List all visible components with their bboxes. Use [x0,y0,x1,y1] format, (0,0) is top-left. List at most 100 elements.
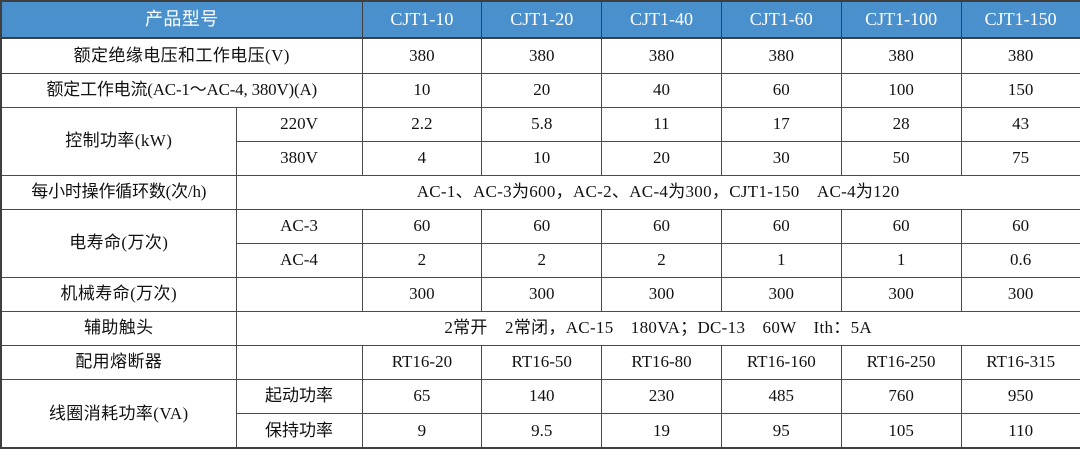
cell-value: 950 [960,378,1080,414]
row-label-mechanical-life: 机械寿命(万次) [0,276,237,312]
cell-value: 19 [601,412,722,449]
row-sublabel-220v: 220V [235,106,363,142]
cell-value: 300 [601,276,722,312]
table-row: 配用熔断器 RT16-20 RT16-50 RT16-80 RT16-160 R… [0,344,1080,380]
cell-value: 40 [601,72,722,108]
row-label-rated-insulation-voltage: 额定绝缘电压和工作电压(V) [0,37,363,74]
cell-value: 105 [840,412,962,449]
cell-value: 60 [361,208,483,244]
cell-value: 30 [720,140,842,176]
cell-value: 2.2 [361,106,483,142]
cell-value: 75 [960,140,1080,176]
table-row: 额定工作电流(AC-1～AC-4, 380V)(A) 10 20 40 60 1… [0,72,1080,108]
cell-value: RT16-50 [481,344,603,380]
cell-value: 60 [601,208,722,244]
cell-value: RT16-80 [601,344,722,380]
cell-value: 150 [960,72,1080,108]
cell-value: 380 [361,37,483,74]
cell-value: 300 [361,276,483,312]
cell-merged-note-auxiliary-contacts: 2常开 2常闭，AC-15 180VA；DC-13 60W Ith：5A [235,310,1080,346]
table-row: AC-4 2 2 2 1 1 0.6 [1,242,1080,278]
cell-value: 1 [720,242,842,278]
table-row: 辅助触头 2常开 2常闭，AC-15 180VA；DC-13 60W Ith：5… [0,310,1080,346]
cell-merged-note-operating-cycles: AC-1、AC-3为600，AC-2、AC-4为300，CJT1-150 AC-… [235,174,1080,210]
cell-value: 0.6 [960,242,1080,278]
row-sublabel-empty-mechanical-life [235,276,363,312]
cell-value: 100 [840,72,962,108]
cell-value: RT16-250 [840,344,962,380]
header-model-3: CJT1-40 [601,0,722,40]
row-label-electrical-life: 电寿命(万次) [0,208,237,278]
table-row: 线圈消耗功率(VA) 起动功率 65 140 230 485 760 950 [0,378,1080,449]
header-title: 产品型号 [0,0,363,40]
cell-value: 60 [720,208,842,244]
table-row: 每小时操作循环数(次/h) AC-1、AC-3为600，AC-2、AC-4为30… [0,174,1080,210]
row-label-control-power: 控制功率(kW) [0,106,237,176]
cell-value: 20 [481,72,603,108]
cell-value: RT16-315 [960,344,1080,380]
cell-value: 2 [481,242,603,278]
table-row: 控制功率(kW) 220V 2.2 5.8 11 17 28 43 [0,106,1080,176]
cell-value: 9 [361,412,483,449]
cell-value: 300 [960,276,1080,312]
row-label-rated-operating-current: 额定工作电流(AC-1～AC-4, 380V)(A) [0,72,363,108]
table-row: 额定绝缘电压和工作电压(V) 380 380 380 380 380 380 [0,37,1080,74]
cell-value: 380 [840,37,962,74]
cell-value: 50 [840,140,962,176]
cell-value: 65 [361,378,483,414]
header-model-6: CJT1-150 [960,0,1080,40]
row-label-operating-cycles: 每小时操作循环数(次/h) [0,174,237,210]
row-sublabel-empty-matched-fuse [235,344,363,380]
cell-value: 380 [481,37,603,74]
row-label-auxiliary-contacts: 辅助触头 [0,310,237,346]
cell-value: 20 [601,140,722,176]
row-label-coil-power: 线圈消耗功率(VA) [0,378,237,449]
cell-value: 10 [361,72,483,108]
header-model-2: CJT1-20 [481,0,603,40]
cell-value: 2 [601,242,722,278]
cell-value: 140 [481,378,603,414]
table-header-row: 产品型号 CJT1-10 CJT1-20 CJT1-40 CJT1-60 CJT… [0,0,1080,40]
header-model-1: CJT1-10 [361,0,483,40]
cell-value: RT16-160 [720,344,842,380]
cell-value: 2 [361,242,483,278]
cell-value: 760 [840,378,962,414]
cell-value: 60 [960,208,1080,244]
cell-value: 17 [720,106,842,142]
row-sublabel-380v: 380V [235,140,363,176]
cell-value: 4 [361,140,483,176]
cell-value: 28 [840,106,962,142]
cell-value: 485 [720,378,842,414]
cell-value: 60 [481,208,603,244]
cell-value: 380 [720,37,842,74]
header-model-4: CJT1-60 [720,0,842,40]
cell-value: 110 [960,412,1080,449]
cell-value: 230 [601,378,722,414]
row-label-matched-fuse: 配用熔断器 [0,344,237,380]
cell-value: 43 [960,106,1080,142]
row-sublabel-ac3: AC-3 [235,208,363,244]
header-model-5: CJT1-100 [840,0,962,40]
cell-value: 380 [960,37,1080,74]
cell-value: 300 [720,276,842,312]
table-row: 380V 4 10 20 30 50 75 [1,140,1080,176]
cell-value: 95 [720,412,842,449]
cell-value: 60 [840,208,962,244]
cell-value: 9.5 [481,412,603,449]
table-row: 保持功率 9 9.5 19 95 105 110 [1,412,1080,449]
row-sublabel-ac4: AC-4 [235,242,363,278]
cell-value: 300 [840,276,962,312]
cell-value: 1 [840,242,962,278]
cell-value: 11 [601,106,722,142]
cell-value: RT16-20 [361,344,483,380]
row-sublabel-holding-power: 保持功率 [235,412,363,449]
cell-value: 380 [601,37,722,74]
table-row: 电寿命(万次) AC-3 60 60 60 60 60 60 [0,208,1080,278]
table-row: 机械寿命(万次) 300 300 300 300 300 300 [0,276,1080,312]
cell-value: 10 [481,140,603,176]
row-sublabel-starting-power: 起动功率 [235,378,363,414]
cell-value: 60 [720,72,842,108]
cell-value: 5.8 [481,106,603,142]
cell-value: 300 [481,276,603,312]
